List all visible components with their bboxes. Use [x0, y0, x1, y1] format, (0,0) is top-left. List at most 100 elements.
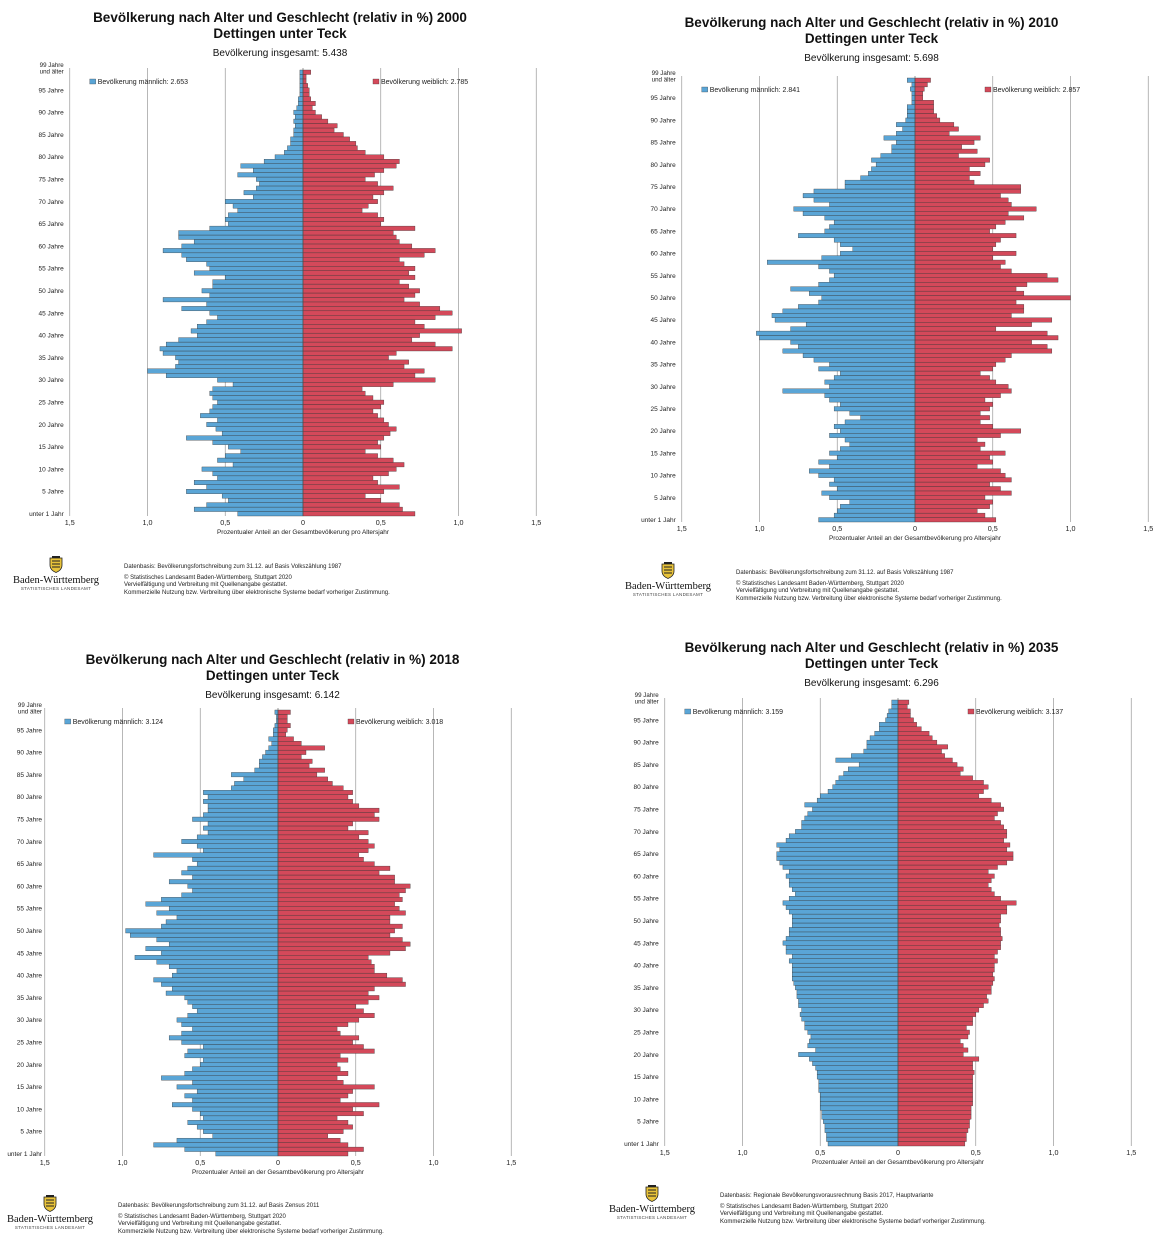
bar-female	[277, 1097, 341, 1103]
bar-male	[295, 114, 304, 120]
bar-male	[203, 1115, 279, 1121]
bar-male	[832, 784, 899, 790]
bar-male	[792, 967, 899, 973]
bar-female	[277, 1022, 349, 1027]
bar-male	[176, 1017, 279, 1023]
bar-male	[253, 167, 304, 173]
legend-swatch-female	[984, 86, 992, 93]
bar-male	[184, 1071, 279, 1076]
bar-female	[914, 441, 986, 447]
bar-male	[203, 1057, 279, 1063]
bar-female	[277, 1066, 341, 1072]
bar-female	[897, 704, 908, 710]
bar-male	[293, 118, 304, 124]
bar-female	[914, 397, 986, 403]
bar-male	[829, 361, 916, 367]
bar-male	[207, 807, 279, 813]
bar-female	[277, 1017, 360, 1023]
bar-female	[277, 986, 375, 992]
bar-male	[217, 457, 304, 463]
y-tick-label: 35 Jahre	[17, 995, 43, 1002]
bar-male	[190, 328, 304, 334]
bar-female	[277, 959, 372, 965]
bar-male	[883, 135, 916, 141]
bar-male	[168, 941, 279, 947]
bar-male	[911, 82, 916, 88]
bar-female	[277, 1151, 349, 1157]
bar-female	[897, 1101, 973, 1107]
bar-female	[277, 1044, 364, 1050]
bar-male	[187, 865, 279, 871]
bar-male	[225, 274, 304, 280]
bar-female	[302, 306, 441, 312]
bar-male	[181, 839, 279, 844]
bar-male	[788, 909, 899, 915]
bar-female	[302, 417, 385, 423]
bar-male	[287, 145, 304, 151]
bar-male	[293, 109, 304, 115]
bar-female	[914, 308, 1025, 314]
bar-female	[897, 989, 992, 995]
bar-male	[186, 257, 304, 262]
bar-female	[302, 163, 397, 169]
bar-female	[302, 92, 310, 97]
baden-wuerttemberg-logo: Baden-Württemberg STATISTISCHES LANDESAMT	[602, 1185, 702, 1220]
bar-female	[302, 105, 313, 111]
bar-male	[829, 481, 916, 487]
bar-female	[302, 96, 311, 102]
bar-female	[914, 202, 1012, 207]
bar-female	[277, 1137, 341, 1143]
y-tick-label: 60 Jahre	[17, 883, 43, 890]
bar-male	[176, 914, 279, 920]
bar-male	[804, 815, 899, 821]
bar-male	[837, 486, 916, 492]
y-tick-label: 90 Jahre	[650, 117, 676, 124]
bar-male	[910, 86, 916, 92]
bar-female	[277, 1048, 375, 1054]
bar-female	[302, 145, 358, 151]
bar-female	[914, 242, 997, 247]
bar-female	[897, 967, 995, 973]
legend-female: Bevölkerung weiblich: 3.137	[976, 709, 1063, 716]
x-tick-label: 0	[896, 1148, 900, 1157]
bar-female	[914, 237, 1001, 243]
bar-female	[302, 453, 378, 459]
y-tick-label: 10 Jahre	[633, 1096, 659, 1103]
y-tick-label: 30 Jahre	[17, 1017, 43, 1024]
bar-male	[779, 860, 899, 866]
bar-female	[897, 806, 1004, 812]
bar-male	[206, 502, 304, 508]
bar-male	[181, 243, 304, 249]
bar-female	[897, 887, 992, 892]
bar-male	[192, 1080, 279, 1085]
bar-female	[277, 821, 353, 827]
bar-female	[914, 184, 1021, 190]
x-tick-label: 0,5	[988, 524, 998, 533]
y-tick-label: 70 Jahre	[633, 829, 659, 836]
bar-female	[914, 157, 990, 163]
bar-male	[779, 847, 899, 852]
bar-male	[807, 1043, 899, 1049]
bar-male	[200, 413, 304, 419]
x-axis-label: Prozentualer Anteil an der Gesamtbevölke…	[812, 1159, 985, 1166]
bar-male	[907, 108, 916, 114]
bar-male	[792, 913, 899, 919]
y-tick-label: 55 Jahre	[633, 896, 659, 903]
y-tick-label: 15 Jahre	[650, 450, 676, 457]
y-tick-label: 40 Jahre	[633, 963, 659, 970]
x-tick-label: 1,0	[1066, 524, 1076, 533]
y-tick-label: 50 Jahre	[650, 295, 676, 302]
bar-male	[816, 1070, 899, 1075]
bar-male	[192, 874, 279, 880]
bar-female	[914, 117, 941, 123]
bar-male	[200, 1111, 279, 1117]
bar-female	[302, 440, 378, 445]
bar-male	[299, 78, 304, 84]
bar-female	[914, 393, 1001, 398]
bar-male	[863, 748, 899, 754]
bar-male	[259, 763, 279, 769]
bar-male	[802, 193, 916, 199]
bar-male	[156, 910, 279, 916]
y-tick-label: 80 Jahre	[17, 794, 43, 801]
bar-female	[302, 270, 409, 276]
